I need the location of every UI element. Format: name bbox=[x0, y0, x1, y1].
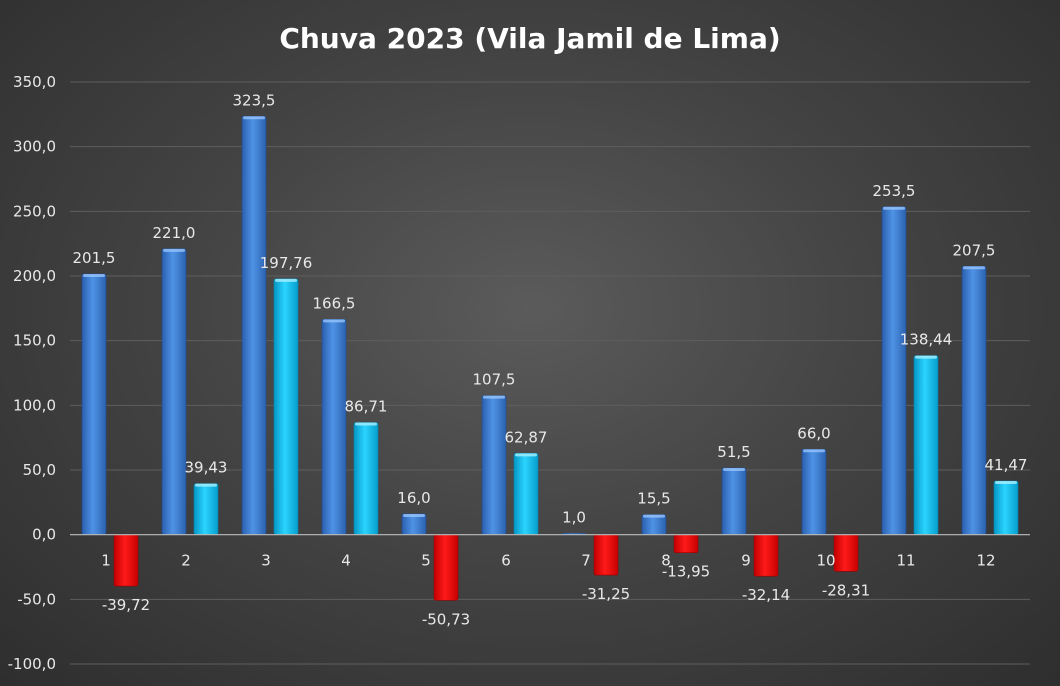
bar-series1-5 bbox=[401, 513, 427, 535]
bar-series1-highlight bbox=[723, 468, 745, 472]
bar-series2-highlight bbox=[915, 355, 937, 359]
data-label-series2-4: 86,71 bbox=[345, 398, 388, 416]
y-tick-label: 0,0 bbox=[32, 526, 56, 544]
bar-series2-3 bbox=[273, 278, 299, 535]
x-category-label-11: 11 bbox=[896, 552, 915, 570]
bar-series2-highlight bbox=[195, 483, 217, 487]
x-category-label-4: 4 bbox=[341, 552, 351, 570]
bar-series2-10 bbox=[833, 534, 859, 572]
x-category-label-12: 12 bbox=[976, 552, 995, 570]
bar-series1-9 bbox=[721, 467, 747, 535]
bar-series2-11 bbox=[913, 355, 939, 535]
bar-series1-6 bbox=[481, 395, 507, 535]
data-label-series2-10: -28,31 bbox=[822, 581, 870, 599]
data-label-series2-6: 62,87 bbox=[505, 428, 548, 446]
x-category-label-5: 5 bbox=[421, 552, 431, 570]
data-label-series2-12: 41,47 bbox=[985, 456, 1028, 474]
data-label-series2-2: 39,43 bbox=[185, 459, 228, 477]
bar-series1-highlight bbox=[163, 248, 185, 252]
bar-series1-3 bbox=[241, 115, 267, 535]
y-tick-label: 350,0 bbox=[13, 73, 56, 91]
y-tick-label: 300,0 bbox=[13, 138, 56, 156]
data-label-series2-3: 197,76 bbox=[260, 254, 313, 272]
bars bbox=[81, 115, 1019, 601]
data-label-series1-2: 221,0 bbox=[153, 224, 196, 242]
bar-series1-highlight bbox=[643, 514, 665, 518]
bar-series2-4 bbox=[353, 422, 379, 535]
data-label-series1-12: 207,5 bbox=[953, 241, 996, 259]
bar-series1-highlight bbox=[323, 319, 345, 323]
bar-series2-12 bbox=[993, 480, 1019, 535]
gridlines bbox=[70, 81, 1030, 665]
bar-series1-highlight bbox=[243, 116, 265, 120]
bar-series1-8 bbox=[641, 514, 667, 535]
y-tick-label: -50,0 bbox=[17, 590, 56, 608]
bar-series2-7 bbox=[593, 534, 619, 576]
y-axis-tick-labels: 350,0 300,0 250,0 200,0 150,0 100,0 50,0 0,0 -50… bbox=[8, 73, 56, 673]
x-category-label-6: 6 bbox=[501, 552, 511, 570]
data-label-series1-10: 66,0 bbox=[797, 424, 830, 442]
bar-series1-10 bbox=[801, 449, 827, 535]
x-category-label-10: 10 bbox=[816, 552, 835, 570]
bar-series2-highlight bbox=[275, 278, 297, 282]
data-label-series1-1: 201,5 bbox=[73, 249, 116, 267]
chart-title: Chuva 2023 (Vila Jamil de Lima) bbox=[279, 22, 780, 55]
bar-series1-highlight bbox=[83, 274, 105, 278]
data-label-series1-4: 166,5 bbox=[313, 294, 356, 312]
data-label-series1-5: 16,0 bbox=[397, 489, 430, 507]
y-tick-label: 150,0 bbox=[13, 332, 56, 350]
data-label-series1-8: 15,5 bbox=[637, 490, 670, 508]
data-label-series1-3: 323,5 bbox=[233, 91, 276, 109]
y-tick-label: 200,0 bbox=[13, 267, 56, 285]
data-label-series2-8: -13,95 bbox=[662, 563, 710, 581]
x-category-label-1: 1 bbox=[101, 552, 111, 570]
bar-series1-2 bbox=[161, 248, 187, 535]
data-label-series2-9: -32,14 bbox=[742, 586, 790, 604]
bar-series2-6 bbox=[513, 453, 539, 535]
bar-series1-1 bbox=[81, 273, 107, 535]
bar-series1-highlight bbox=[963, 266, 985, 270]
y-tick-label: 100,0 bbox=[13, 396, 56, 414]
bar-series2-1 bbox=[113, 534, 139, 587]
data-label-series2-1: -39,72 bbox=[102, 596, 150, 614]
data-label-series1-6: 107,5 bbox=[473, 371, 516, 389]
bar-series2-2 bbox=[193, 483, 219, 535]
data-label-series2-7: -31,25 bbox=[582, 585, 630, 603]
bar-series2-highlight bbox=[355, 422, 377, 426]
bar-series1-highlight bbox=[483, 395, 505, 399]
data-label-series1-9: 51,5 bbox=[717, 443, 750, 461]
x-category-label-2: 2 bbox=[181, 552, 191, 570]
x-category-label-3: 3 bbox=[261, 552, 271, 570]
bar-series1-highlight bbox=[803, 449, 825, 453]
bar-series2-5 bbox=[433, 534, 459, 601]
bar-series1-highlight bbox=[883, 206, 905, 210]
data-labels: 201,5 -39,72 221,0 39,43 323,5 197,76 166,5 86,… bbox=[73, 91, 1028, 628]
x-category-label-8: 8 bbox=[661, 552, 671, 570]
data-label-series1-11: 253,5 bbox=[873, 182, 916, 200]
x-axis-category-labels: 1 2 3 4 5 6 7 8 9 10 11 12 bbox=[101, 552, 995, 570]
data-label-series2-5: -50,73 bbox=[422, 610, 470, 628]
bar-series1-12 bbox=[961, 265, 987, 535]
bar-series1-highlight bbox=[403, 513, 425, 517]
x-category-label-9: 9 bbox=[741, 552, 751, 570]
x-category-label-7: 7 bbox=[581, 552, 591, 570]
bar-series1-4 bbox=[321, 319, 347, 535]
bar-series2-9 bbox=[753, 534, 779, 577]
y-tick-label: -100,0 bbox=[8, 655, 56, 673]
bar-series1-11 bbox=[881, 206, 907, 535]
bar-series2-8 bbox=[673, 534, 699, 554]
y-tick-label: 250,0 bbox=[13, 202, 56, 220]
bar-series2-highlight bbox=[515, 453, 537, 457]
bar-series2-highlight bbox=[995, 481, 1017, 485]
data-label-series1-7: 1,0 bbox=[562, 508, 586, 526]
data-label-series2-11: 138,44 bbox=[900, 331, 953, 349]
y-tick-label: 50,0 bbox=[23, 461, 56, 479]
